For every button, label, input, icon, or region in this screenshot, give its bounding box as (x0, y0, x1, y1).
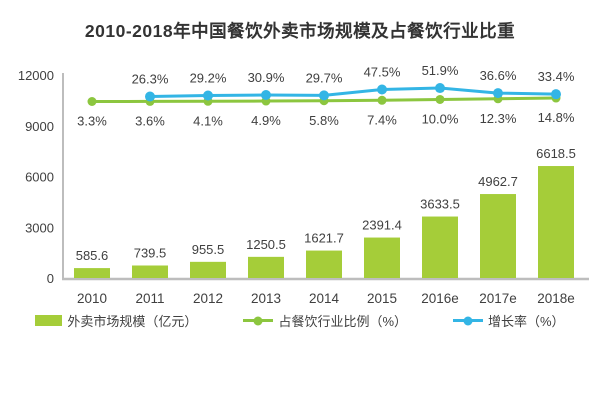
bar-value-label: 3633.5 (420, 197, 460, 212)
x-axis-label: 2010 (77, 291, 107, 306)
growth-point (377, 84, 387, 95)
x-axis-label: 2016e (421, 291, 459, 306)
growth-point (145, 91, 155, 102)
bar-value-label: 955.5 (192, 242, 225, 257)
ratio-value-label: 12.3% (480, 111, 517, 126)
bar-2016e (422, 216, 458, 278)
chart-legend: 外卖市场规模（亿元） 占餐饮行业比例（%） 增长率（%） (0, 311, 600, 330)
ratio-point (435, 94, 445, 104)
ratio-value-label: 4.9% (251, 113, 281, 128)
ratio-value-label: 3.6% (135, 113, 165, 128)
bar-value-label: 1250.5 (246, 237, 286, 252)
bar-2011 (132, 265, 168, 278)
bar-2017e (480, 194, 516, 278)
x-axis-label: 2014 (309, 291, 340, 306)
bar-2012 (190, 261, 226, 278)
growth-line (149, 86, 557, 98)
y-tick-label: 9000 (25, 119, 54, 134)
legend-label-market-size: 外卖市场规模（亿元） (67, 314, 198, 329)
ratio-value-label: 5.8% (309, 113, 339, 128)
growth-value-label: 26.3% (132, 72, 169, 87)
growth-point (261, 89, 271, 100)
x-axis-label: 2012 (193, 291, 223, 306)
legend-label-growth: 增长率（%） (488, 314, 565, 329)
growth-point (493, 88, 503, 99)
growth-point (551, 89, 561, 100)
growth-value-label: 51.9% (422, 63, 459, 78)
y-tick-label: 3000 (25, 220, 54, 235)
x-axis-label: 2017e (479, 291, 517, 306)
legend-item-growth: 增长率（%） (453, 311, 565, 330)
growth-point (203, 90, 213, 101)
growth-value-label: 30.9% (248, 70, 285, 85)
bar-2015 (364, 237, 400, 278)
bar-value-label: 739.5 (134, 245, 167, 260)
y-tick-label: 0 (47, 271, 54, 286)
bar-value-label: 6618.5 (536, 146, 576, 161)
legend-label-ratio: 占餐饮行业比例（%） (278, 314, 407, 329)
ratio-point (377, 95, 387, 105)
ratio-value-label: 4.1% (193, 113, 223, 128)
bar-2014 (306, 250, 342, 278)
growth-value-label: 33.4% (538, 69, 575, 84)
growth-point (435, 83, 445, 94)
growth-value-label: 29.2% (190, 71, 227, 86)
bar-value-label: 4962.7 (478, 174, 518, 189)
ratio-point (87, 97, 97, 106)
growth-value-label: 47.5% (364, 65, 401, 80)
bar-2018e (538, 166, 574, 278)
growth-point (319, 90, 329, 101)
ratio-value-label: 10.0% (422, 111, 459, 126)
bar-2013 (248, 256, 284, 278)
bar-value-label: 585.6 (76, 248, 109, 263)
bar-value-label: 2391.4 (362, 218, 402, 233)
y-tick-label: 6000 (25, 170, 54, 185)
growth-value-label: 36.6% (480, 68, 517, 83)
x-axis-label: 2011 (135, 291, 164, 306)
ratio-value-label: 14.8% (538, 110, 575, 125)
bar-swatch-icon (35, 315, 63, 326)
x-axis-label: 2015 (367, 291, 397, 306)
x-axis-label: 2018e (537, 291, 575, 306)
line-dot-swatch-icon (453, 319, 483, 322)
bar-2010 (74, 268, 110, 278)
chart-title: 2010-2018年中国餐饮外卖市场规模及占餐饮行业比重 (84, 21, 516, 41)
y-tick-label: 12000 (18, 68, 54, 83)
legend-item-market-size: 外卖市场规模（亿元） (35, 311, 197, 330)
bar-value-label: 1621.7 (304, 231, 344, 246)
x-axis-label: 2013 (251, 291, 281, 306)
line-dot-swatch-icon (243, 319, 274, 322)
ratio-value-label: 7.4% (367, 112, 397, 127)
ratio-value-label: 3.3% (77, 114, 107, 129)
growth-value-label: 29.7% (306, 70, 343, 85)
legend-item-ratio: 占餐饮行业比例（%） (243, 311, 407, 330)
